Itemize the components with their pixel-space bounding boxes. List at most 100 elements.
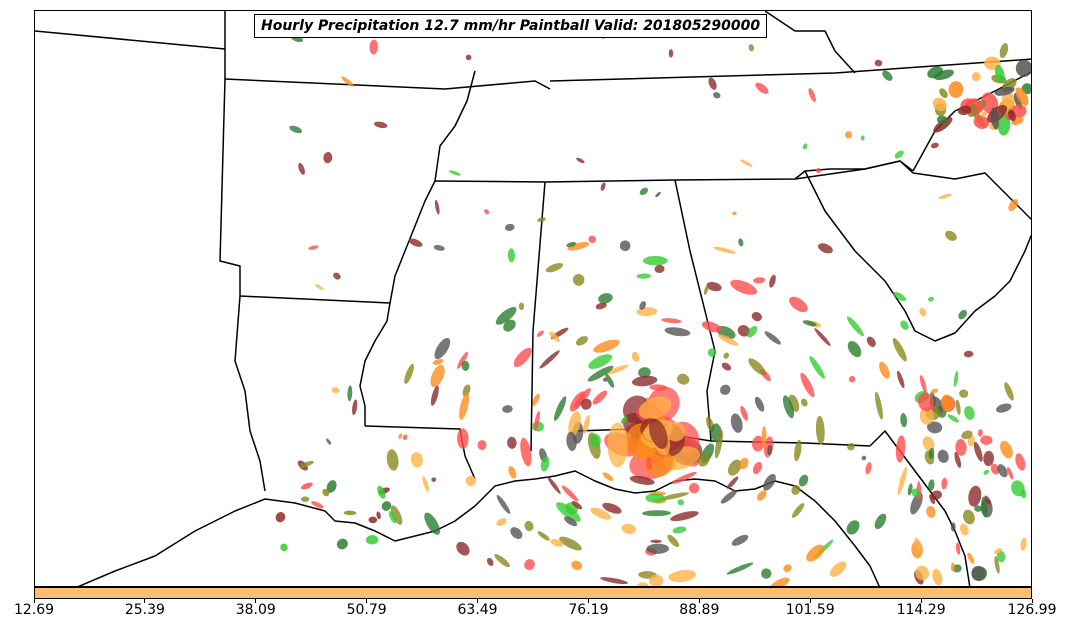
precip-blob — [968, 485, 982, 507]
precip-blob — [713, 92, 721, 99]
precip-blob — [668, 49, 674, 58]
precip-blob — [660, 492, 689, 501]
precip-blob — [1020, 489, 1027, 499]
precip-blob — [730, 413, 743, 433]
precip-blob — [875, 391, 883, 420]
precip-blob — [298, 162, 305, 175]
precip-blob — [602, 502, 622, 514]
precip-blob — [980, 435, 993, 445]
precip-blob — [948, 81, 964, 98]
precip-blob — [537, 531, 550, 541]
precip-blob — [336, 538, 348, 550]
precip-blob — [580, 398, 592, 410]
colorbar-tick-label: 126.99 — [1007, 602, 1057, 618]
precip-blob — [895, 435, 906, 463]
colorbar-tick-mark — [366, 599, 368, 603]
precip-blob — [962, 509, 975, 525]
colorbar-tick-label: 63.49 — [457, 602, 498, 618]
precip-blob — [661, 318, 682, 324]
precip-blob — [930, 490, 942, 500]
precip-blob — [568, 411, 581, 437]
precip-blob — [706, 281, 722, 292]
precip-blob — [801, 398, 808, 407]
precip-blob — [275, 512, 286, 523]
precip-blob — [655, 191, 661, 198]
precip-blob — [983, 469, 990, 475]
colorbar-tick-label: 38.09 — [235, 602, 276, 618]
precip-blob — [971, 565, 986, 581]
precip-blob — [914, 537, 923, 553]
precip-blob — [649, 574, 664, 586]
precip-blob — [728, 459, 742, 476]
precip-blob — [631, 351, 640, 362]
border-line — [219, 78, 391, 304]
precip-blob — [1015, 453, 1026, 471]
precip-blob — [874, 513, 887, 530]
precip-blob — [769, 274, 776, 288]
precip-blob — [940, 394, 954, 412]
precip-blob — [280, 543, 288, 552]
precip-blob — [539, 350, 560, 369]
precip-blob — [973, 441, 983, 462]
precip-blob — [720, 384, 731, 395]
precip-blob — [642, 255, 668, 266]
precip-blob — [753, 277, 766, 284]
precip-blob — [331, 387, 340, 394]
precip-blob — [592, 390, 608, 405]
precip-blob — [605, 364, 629, 375]
precip-blob — [974, 505, 982, 512]
precip-blob — [938, 193, 952, 199]
border-line — [794, 160, 1031, 221]
precip-blob — [752, 435, 765, 452]
precip-blob — [911, 488, 920, 498]
precip-blob — [301, 496, 310, 502]
precip-blob — [638, 396, 672, 420]
precip-blob — [701, 321, 722, 333]
precip-blob — [818, 243, 833, 254]
precip-blob — [767, 444, 773, 456]
precip-blob — [783, 564, 792, 573]
precip-blob — [726, 476, 739, 489]
precip-blob — [484, 209, 490, 215]
precip-blob — [802, 143, 808, 150]
precip-blob — [970, 103, 977, 116]
colorbar — [34, 587, 1032, 599]
precip-blob — [748, 44, 755, 52]
precip-blob — [747, 325, 758, 338]
precip-blob — [726, 562, 754, 575]
precip-blob — [879, 361, 890, 379]
precip-blob — [556, 502, 581, 522]
precip-blob — [848, 375, 856, 383]
map-title: Hourly Precipitation 12.7 mm/hr Paintbal… — [254, 14, 768, 38]
precip-blob — [955, 399, 961, 415]
precip-blob — [672, 526, 687, 534]
precip-blob — [955, 438, 967, 456]
precip-blob — [566, 431, 577, 452]
precip-blob — [994, 556, 1000, 574]
precip-blob — [571, 500, 583, 510]
precip-blob — [995, 65, 1005, 84]
precip-blob — [930, 388, 939, 394]
precip-blob — [740, 405, 749, 421]
precip-blob — [621, 523, 636, 534]
precip-blob — [996, 403, 1012, 413]
precip-blob — [764, 331, 781, 345]
precip-blob — [566, 241, 577, 248]
precip-blob — [431, 477, 437, 482]
precip-blob — [456, 541, 470, 556]
precip-blob — [408, 238, 423, 247]
precip-blob — [668, 569, 697, 582]
precip-blob — [636, 582, 650, 586]
precip-blob — [971, 72, 981, 82]
precip-blob — [322, 488, 330, 497]
precip-blob — [631, 375, 658, 387]
precip-blob — [950, 522, 956, 532]
precip-blob — [559, 536, 582, 551]
precip-blob — [997, 464, 1008, 478]
precip-blob — [996, 550, 1006, 563]
precip-blob — [590, 433, 601, 448]
precip-blob — [619, 240, 631, 252]
precip-blob — [866, 336, 876, 348]
precip-blob — [770, 577, 790, 586]
precip-blob — [932, 97, 947, 112]
